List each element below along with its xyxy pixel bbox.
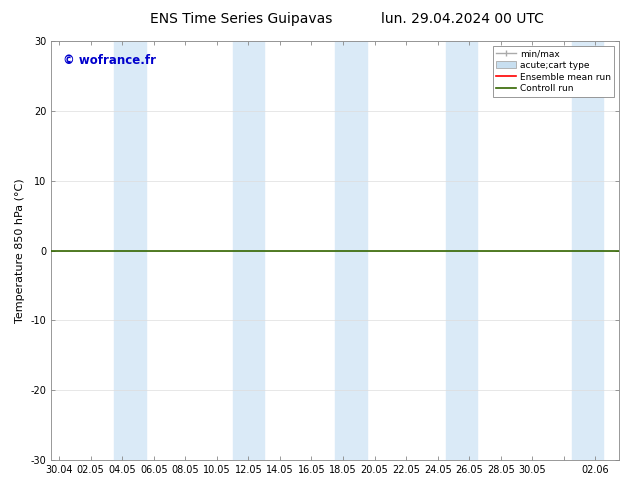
Y-axis label: Temperature 850 hPa (°C): Temperature 850 hPa (°C)	[15, 178, 25, 323]
Text: lun. 29.04.2024 00 UTC: lun. 29.04.2024 00 UTC	[382, 12, 544, 26]
Bar	[446, 41, 477, 460]
Legend: min/max, acute;cart type, Ensemble mean run, Controll run: min/max, acute;cart type, Ensemble mean …	[493, 46, 614, 97]
Text: ENS Time Series Guipavas: ENS Time Series Guipavas	[150, 12, 332, 26]
Bar	[572, 41, 603, 460]
Bar	[335, 41, 366, 460]
Bar	[233, 41, 264, 460]
Text: © wofrance.fr: © wofrance.fr	[63, 53, 155, 67]
Bar	[114, 41, 146, 460]
